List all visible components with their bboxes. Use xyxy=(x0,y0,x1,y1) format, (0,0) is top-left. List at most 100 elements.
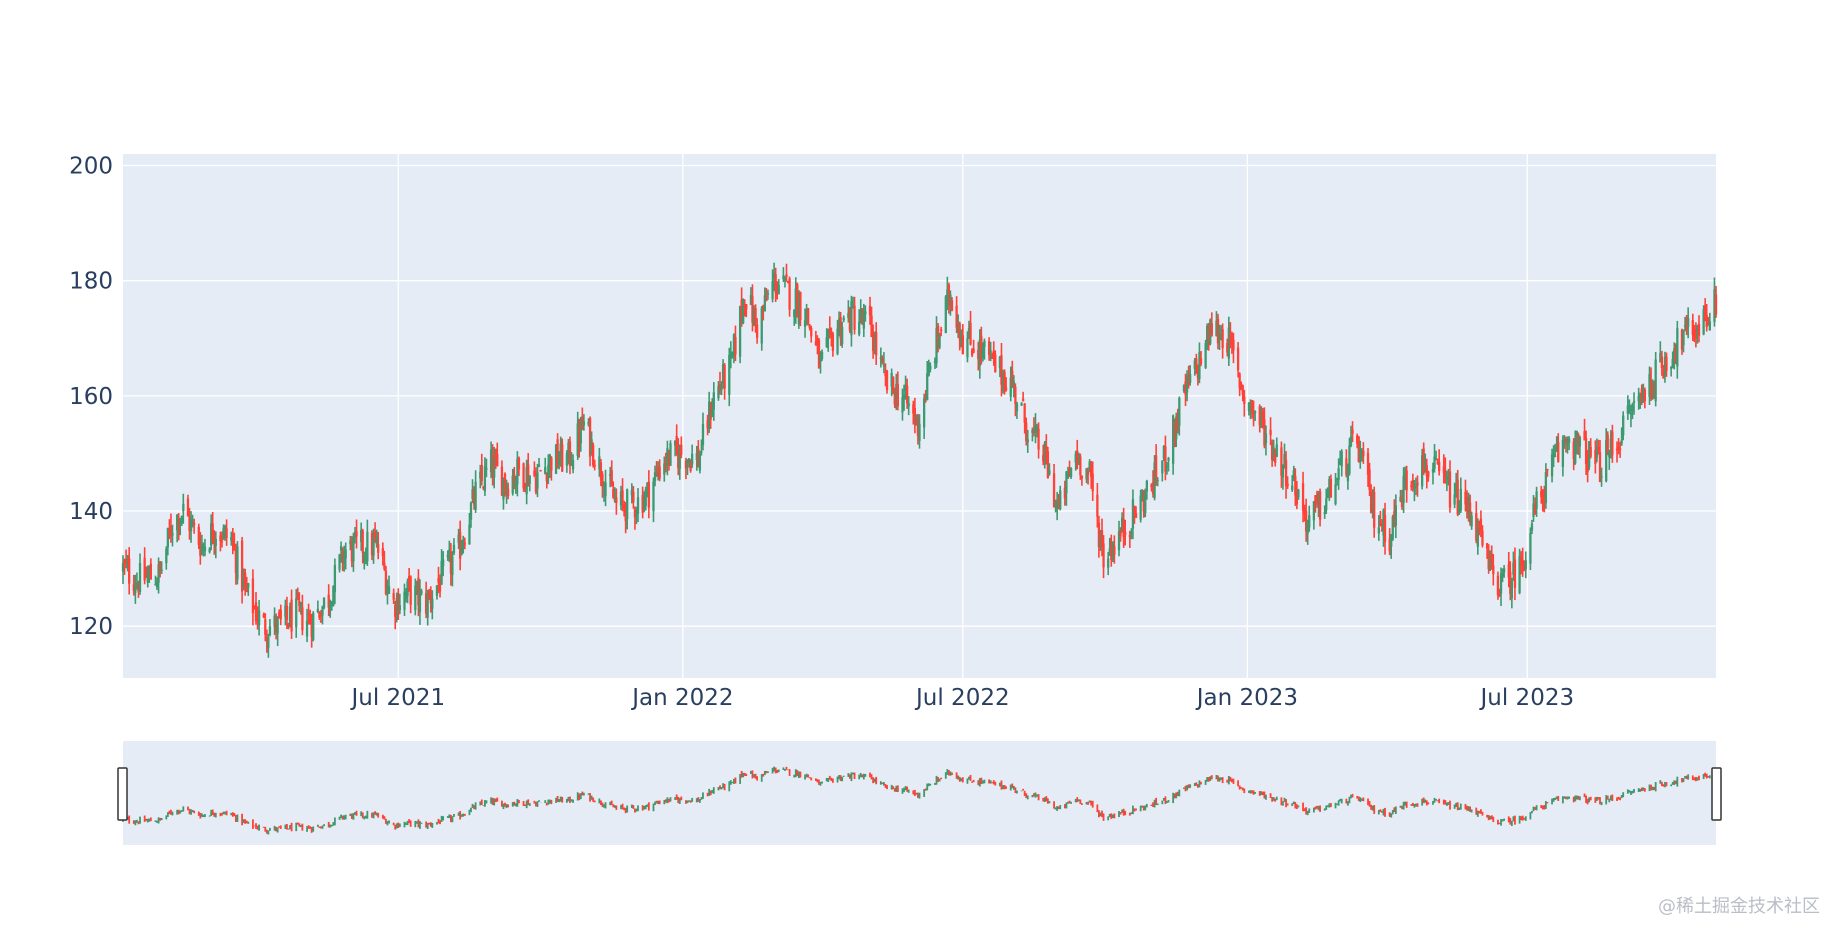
candle-body xyxy=(363,553,366,559)
candle-body xyxy=(1694,328,1698,339)
candle-body xyxy=(1068,468,1071,475)
candle-body xyxy=(947,284,951,305)
candle-body xyxy=(1178,397,1181,426)
candle-body xyxy=(827,332,830,340)
candle-body xyxy=(808,325,811,328)
candle-body xyxy=(624,504,627,521)
candle-body xyxy=(1048,470,1051,474)
candle-body xyxy=(958,323,961,340)
candle-body xyxy=(1297,489,1300,498)
candle-body xyxy=(1317,493,1320,505)
candle-body xyxy=(1261,411,1264,420)
candle-body xyxy=(506,488,510,497)
candle-body xyxy=(386,586,389,595)
candle-body xyxy=(222,527,225,539)
candle-body xyxy=(1204,343,1207,368)
candle-body xyxy=(893,390,896,405)
candle-body xyxy=(203,546,207,552)
candle-body xyxy=(1615,448,1619,451)
candle-body xyxy=(782,275,785,279)
candle-body xyxy=(1555,448,1558,452)
candle-body xyxy=(268,626,272,636)
candle-body xyxy=(763,295,766,312)
candle-body xyxy=(793,309,796,317)
candle-body xyxy=(762,305,765,309)
range-slider-left-handle[interactable] xyxy=(117,767,128,821)
range-slider-right-handle[interactable] xyxy=(1711,767,1722,821)
candle-body xyxy=(1128,535,1131,537)
candle-body xyxy=(1643,389,1647,401)
candle-body xyxy=(288,606,292,628)
candle-body xyxy=(554,444,558,474)
candle-body xyxy=(626,489,629,520)
candle-body xyxy=(169,526,173,537)
candle-body xyxy=(234,548,238,573)
candle-body xyxy=(1210,323,1213,336)
candle-body xyxy=(539,470,542,472)
candle-body xyxy=(949,294,952,307)
x-tick-label: Jul 2021 xyxy=(349,685,445,711)
candle-body xyxy=(1334,484,1337,504)
candle-body xyxy=(220,540,224,543)
candle-body xyxy=(502,478,505,500)
candle-body xyxy=(1043,442,1046,460)
candle-body xyxy=(848,307,852,331)
candle-body xyxy=(669,443,672,466)
candle-body xyxy=(1326,492,1329,494)
candle-body xyxy=(967,328,971,339)
candle-body xyxy=(1099,536,1102,548)
candle-body xyxy=(579,419,582,444)
candle-body xyxy=(296,596,299,599)
x-tick-label: Jan 2022 xyxy=(630,685,733,711)
candle-body xyxy=(1035,427,1039,432)
candle-body xyxy=(394,604,397,617)
candle-body xyxy=(307,613,310,616)
candle-body xyxy=(403,591,406,610)
candle-body xyxy=(446,554,449,558)
candle-body xyxy=(1088,461,1091,469)
candle-body xyxy=(1209,319,1212,344)
candle-body xyxy=(766,292,770,295)
candle-body xyxy=(1481,530,1484,546)
candle-body xyxy=(820,351,824,359)
candle-body xyxy=(330,604,333,607)
candle-body xyxy=(1617,446,1620,449)
candle-body xyxy=(721,364,725,384)
candle-body xyxy=(219,535,222,541)
candle-body xyxy=(1464,491,1467,505)
candle-body xyxy=(534,477,538,493)
candle-body xyxy=(890,373,893,387)
candle-body xyxy=(1175,416,1178,440)
candle-body xyxy=(1523,563,1526,565)
candle-body xyxy=(188,516,191,532)
candle-body xyxy=(1702,309,1705,335)
candle-body xyxy=(146,574,149,583)
candle-body xyxy=(966,338,969,358)
candle-body xyxy=(1400,496,1404,507)
candle-body xyxy=(177,518,180,531)
candle-body xyxy=(128,558,131,584)
candle-body xyxy=(1680,329,1684,350)
candle-body xyxy=(1660,356,1664,368)
candle-body xyxy=(1600,475,1603,478)
candle-body xyxy=(879,357,882,359)
candle-body xyxy=(1388,538,1391,552)
candle-body xyxy=(1218,337,1221,340)
candle-body xyxy=(799,291,802,321)
candle-body xyxy=(1100,530,1104,546)
candle-body xyxy=(755,324,759,338)
candle-body xyxy=(1445,477,1449,480)
candle-body xyxy=(545,473,548,482)
candle-body xyxy=(536,472,539,489)
candle-body xyxy=(788,278,791,310)
candle-body xyxy=(1253,411,1257,414)
candle-body xyxy=(709,407,712,420)
candle-body xyxy=(1063,487,1067,499)
candle-body xyxy=(1544,471,1548,504)
candle-body xyxy=(663,463,666,475)
candle-body xyxy=(276,616,279,634)
candle-body xyxy=(1631,405,1634,412)
candle-body xyxy=(247,583,250,588)
candle-body xyxy=(720,387,723,391)
candle-body xyxy=(955,305,958,328)
